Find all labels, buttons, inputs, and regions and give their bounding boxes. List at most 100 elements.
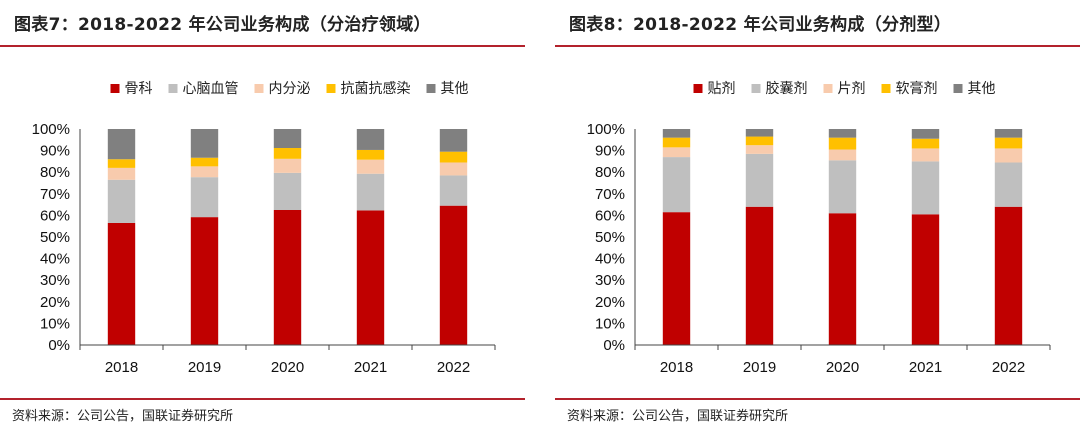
chart-title: 图表7：2018-2022 年公司业务构成（分治疗领域） (14, 15, 431, 35)
y-tick-label: 90% (40, 143, 70, 160)
y-tick-label: 70% (595, 186, 625, 203)
bar-segment (994, 129, 1023, 138)
y-tick-label: 80% (40, 164, 70, 181)
legend-swatch (881, 84, 891, 93)
bar-segment (662, 212, 691, 345)
y-tick-label: 100% (32, 121, 70, 138)
bar-segment (107, 159, 136, 168)
y-tick-label: 30% (595, 272, 625, 289)
bar-segment (190, 166, 219, 178)
bar-segment (190, 157, 219, 167)
y-tick-label: 0% (48, 337, 70, 354)
chart-panel-right: 图表8：2018-2022 年公司业务构成（分剂型） 贴剂 胶囊剂 片剂 软膏剂 其他 0… (555, 0, 1080, 425)
bar-segment (107, 129, 136, 160)
y-tick-label: 90% (595, 143, 625, 160)
y-tick-label: 0% (603, 337, 625, 354)
y-tick-label: 30% (40, 272, 70, 289)
legend-item: 胶囊剂 (751, 80, 808, 96)
legend-item: 骨科 (110, 80, 153, 96)
bar-segment (994, 137, 1023, 149)
legend-label: 片剂 (838, 80, 866, 96)
legend-item: 心脑血管 (168, 80, 239, 96)
y-tick-label: 60% (595, 207, 625, 224)
legend-item: 贴剂 (693, 80, 736, 96)
legend-swatch (168, 84, 178, 93)
legend-label: 其他 (968, 80, 996, 96)
bar-segment (828, 129, 857, 138)
bar-segment (439, 175, 468, 206)
bar-segment (828, 213, 857, 345)
legend-label: 内分泌 (269, 80, 311, 96)
bar-segment (828, 137, 857, 150)
bar-segment (994, 148, 1023, 163)
title-divider (0, 45, 525, 47)
bar-segment (356, 173, 385, 211)
x-tick-label: 2019 (188, 359, 221, 376)
bar-segment (745, 145, 774, 154)
bar-segment (273, 158, 302, 173)
legend-item: 其他 (953, 80, 996, 96)
y-tick-label: 40% (40, 251, 70, 268)
bar-segment (828, 149, 857, 161)
legend-label: 抗菌抗感染 (341, 80, 411, 96)
bar-segment (662, 147, 691, 158)
x-tick-label: 2022 (992, 359, 1025, 376)
y-tick-label: 10% (595, 315, 625, 332)
bar-segment (273, 148, 302, 159)
bar-segment (356, 129, 385, 150)
legend-swatch (326, 84, 336, 93)
bar-segment (190, 217, 219, 345)
x-tick-label: 2020 (826, 359, 859, 376)
x-tick-label: 2018 (660, 359, 693, 376)
stacked-bar-chart-therapeutic-area: 骨科 心脑血管 内分泌 抗菌抗感染 其他 0% 10% 20% 30% 40% 50% 60% 70% 8… (32, 80, 496, 376)
legend-label: 心脑血管 (183, 80, 239, 96)
bar-segment (745, 136, 774, 146)
y-tick-label: 10% (40, 315, 70, 332)
bar-segment (273, 129, 302, 149)
bar-segment (439, 151, 468, 163)
bar-segment (745, 129, 774, 137)
x-tick-label: 2020 (271, 359, 304, 376)
legend-swatch (693, 84, 703, 93)
y-tick-label: 100% (587, 121, 625, 138)
bar-segment (356, 159, 385, 174)
bar-segment (745, 153, 774, 207)
stacked-bar-chart-dosage-form: 贴剂 胶囊剂 片剂 软膏剂 其他 0% 10% 20% 30% 40% 50% 60% 70% 80% 90… (587, 80, 1051, 376)
bar-segment (190, 177, 219, 218)
bar-segment (994, 162, 1023, 207)
legend-item: 其他 (426, 80, 469, 96)
bar-segment (911, 214, 940, 345)
legend-swatch (751, 84, 761, 93)
legend-item: 片剂 (823, 80, 866, 96)
x-tick-label: 2021 (354, 359, 387, 376)
legend-swatch (823, 84, 833, 93)
legend-label: 软膏剂 (896, 80, 938, 96)
legend-label: 骨科 (125, 80, 153, 96)
source-divider (555, 398, 1080, 400)
y-tick-label: 40% (595, 251, 625, 268)
legend-swatch (426, 84, 436, 93)
legend-swatch (254, 84, 264, 93)
bar-segment (356, 149, 385, 160)
y-tick-label: 80% (595, 164, 625, 181)
legend-item: 抗菌抗感染 (326, 80, 411, 96)
y-tick-label: 50% (595, 229, 625, 246)
bar-segment (439, 162, 468, 176)
bar-segment (439, 205, 468, 345)
bar-segment (662, 157, 691, 213)
bar-segment (662, 129, 691, 138)
source-divider (0, 398, 525, 400)
bar-segment (911, 138, 940, 149)
bar-segment (190, 129, 219, 158)
chart-title: 图表8：2018-2022 年公司业务构成（分剂型） (569, 15, 952, 35)
legend-label: 胶囊剂 (766, 80, 808, 96)
bar-segment (828, 160, 857, 214)
bar-segment (911, 148, 940, 162)
bar-segment (911, 129, 940, 139)
bar-segment (273, 172, 302, 210)
bar-segment (107, 179, 136, 223)
bar-segment (662, 137, 691, 148)
y-tick-label: 50% (40, 229, 70, 246)
x-tick-label: 2018 (105, 359, 138, 376)
bar-segment (107, 222, 136, 345)
